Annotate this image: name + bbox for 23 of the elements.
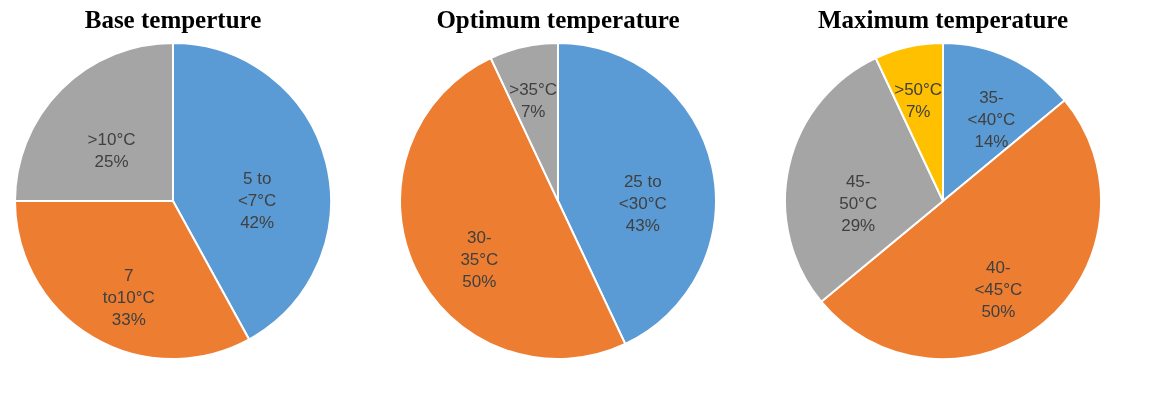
slice-label: 30-35°C xyxy=(460,228,499,269)
slice-label: >10°C xyxy=(87,129,136,149)
slice-label: >50°C xyxy=(894,79,943,99)
slice-label: >35°C xyxy=(509,79,558,99)
slice-label: 35-<40°C xyxy=(967,88,1016,130)
data-label: 50% xyxy=(981,301,1016,321)
data-label: 14% xyxy=(974,132,1009,152)
data-label: 7% xyxy=(520,101,546,121)
slice-label: 7 to10°C xyxy=(102,265,155,307)
data-label: 7% xyxy=(905,101,931,121)
data-label: 25% xyxy=(94,151,129,171)
data-label: 42% xyxy=(240,213,275,233)
slice-label: 5 to <7°C xyxy=(237,169,277,211)
chart-title: Maximum temperature xyxy=(817,6,1069,33)
slice-label: 45-50°C xyxy=(839,172,878,214)
data-label: 50% xyxy=(462,272,497,291)
slice-label: 40-<45°C xyxy=(974,257,1023,299)
chart-title: Base temperture xyxy=(84,6,262,33)
chart-title: Optimum temperature xyxy=(436,6,680,33)
data-label: 29% xyxy=(841,216,876,236)
slice-label: 25 to <30°C xyxy=(618,172,667,214)
data-label: 43% xyxy=(625,216,660,236)
data-label: 33% xyxy=(111,309,146,329)
